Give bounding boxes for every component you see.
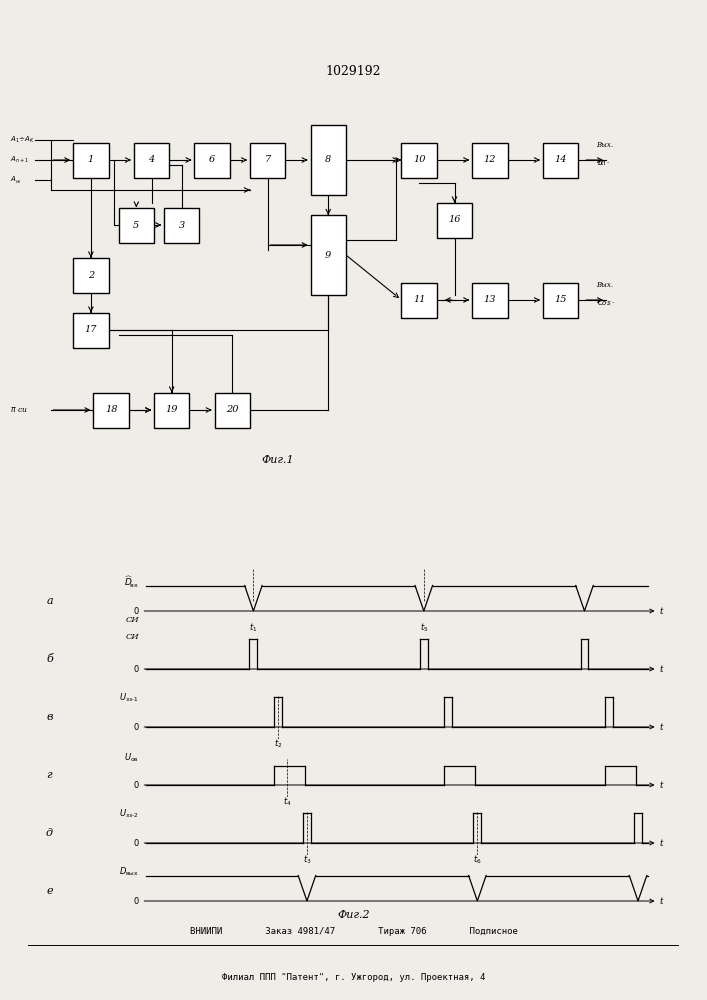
Text: 18: 18 (105, 406, 117, 414)
Text: Вых.: Вых. (596, 141, 613, 149)
Bar (402, 142, 437, 178)
Text: 0: 0 (134, 838, 139, 847)
Bar (402, 282, 437, 318)
Text: $\cdot\!Cos\cdot$: $\cdot\!Cos\cdot$ (596, 298, 614, 307)
Text: t: t (660, 664, 664, 674)
Bar (74, 257, 109, 292)
Text: 11: 11 (413, 296, 426, 304)
Bar (215, 392, 250, 428)
Bar (437, 202, 472, 237)
Text: 16: 16 (448, 216, 461, 225)
Text: 15: 15 (554, 296, 567, 304)
Text: СИ: СИ (125, 615, 139, 624)
Text: е: е (46, 886, 53, 896)
Text: 7: 7 (264, 155, 271, 164)
Bar (194, 142, 230, 178)
Text: 14: 14 (554, 155, 567, 164)
Text: 4: 4 (148, 155, 155, 164)
Bar (134, 142, 169, 178)
Text: 0: 0 (134, 896, 139, 906)
Bar (74, 312, 109, 348)
Text: 9: 9 (325, 250, 332, 259)
Text: $D_{\text{вых}}$: $D_{\text{вых}}$ (119, 865, 139, 878)
Text: 19: 19 (165, 406, 178, 414)
Bar (472, 142, 508, 178)
Text: t: t (660, 722, 664, 732)
Text: $\widehat{D}_{\!\text{вх}}$: $\widehat{D}_{\!\text{вх}}$ (124, 575, 139, 590)
Bar (310, 215, 346, 295)
Bar (472, 282, 508, 318)
Text: 6: 6 (209, 155, 215, 164)
Text: $t_1$: $t_1$ (249, 621, 257, 634)
Text: Вых.: Вых. (596, 281, 613, 289)
Text: $U_{\text{зз-2}}$: $U_{\text{зз-2}}$ (119, 807, 139, 820)
Text: а: а (46, 596, 53, 606)
Text: Филиал ППП "Патент", г. Ужгород, ул. Проектная, 4: Филиал ППП "Патент", г. Ужгород, ул. Про… (222, 973, 485, 982)
Bar (310, 125, 346, 195)
Text: 12: 12 (484, 155, 496, 164)
Text: $t_4$: $t_4$ (283, 796, 292, 808)
Text: г: г (47, 770, 52, 780)
Text: $\cdot\!\Delta\!n\cdot$: $\cdot\!\Delta\!n\cdot$ (596, 158, 610, 167)
Text: $A_{_{H\!K}}$: $A_{_{H\!K}}$ (10, 174, 22, 186)
Text: Фиг.2: Фиг.2 (337, 910, 370, 920)
Text: 17: 17 (85, 326, 97, 334)
Bar (74, 142, 109, 178)
Text: $t_2$: $t_2$ (274, 738, 282, 750)
Text: 3: 3 (179, 221, 185, 230)
Text: $A_1{\div}A_K$: $A_1{\div}A_K$ (10, 135, 35, 145)
Text: 1029192: 1029192 (326, 65, 381, 78)
Text: 2: 2 (88, 270, 94, 279)
Text: 0: 0 (134, 780, 139, 790)
Text: б: б (46, 654, 53, 664)
Bar (250, 142, 286, 178)
Text: 8: 8 (325, 155, 332, 164)
Text: Фиг.1: Фиг.1 (262, 455, 294, 465)
Bar (164, 208, 199, 242)
Text: 1: 1 (88, 155, 94, 164)
Bar (119, 208, 154, 242)
Text: 0: 0 (134, 664, 139, 674)
Text: t: t (660, 780, 664, 790)
Text: $A_{n+1}$: $A_{n+1}$ (10, 155, 29, 165)
Text: $t_3$: $t_3$ (303, 853, 311, 866)
Text: СИ: СИ (125, 633, 139, 641)
Bar (93, 392, 129, 428)
Text: 0: 0 (134, 606, 139, 615)
Text: 13: 13 (484, 296, 496, 304)
Text: t: t (660, 838, 664, 847)
Bar (154, 392, 189, 428)
Text: t: t (660, 606, 664, 615)
Text: $\pi$ си: $\pi$ си (10, 406, 28, 414)
Text: 20: 20 (226, 406, 238, 414)
Text: $t_5$: $t_5$ (419, 621, 428, 634)
Text: 5: 5 (133, 221, 139, 230)
Text: $U_{\text{ов}}$: $U_{\text{ов}}$ (124, 752, 139, 764)
Text: t: t (660, 896, 664, 906)
Text: д: д (46, 828, 53, 838)
Text: $U_{\text{зз-1}}$: $U_{\text{зз-1}}$ (119, 691, 139, 704)
Text: $t_6$: $t_6$ (473, 853, 481, 866)
Bar (543, 142, 578, 178)
Text: 10: 10 (413, 155, 426, 164)
Text: 0: 0 (134, 722, 139, 732)
Bar (543, 282, 578, 318)
Text: в: в (46, 712, 53, 722)
Text: ВНИИПИ        Заказ 4981/47        Тираж 706        Подписное: ВНИИПИ Заказ 4981/47 Тираж 706 Подписное (189, 928, 518, 936)
